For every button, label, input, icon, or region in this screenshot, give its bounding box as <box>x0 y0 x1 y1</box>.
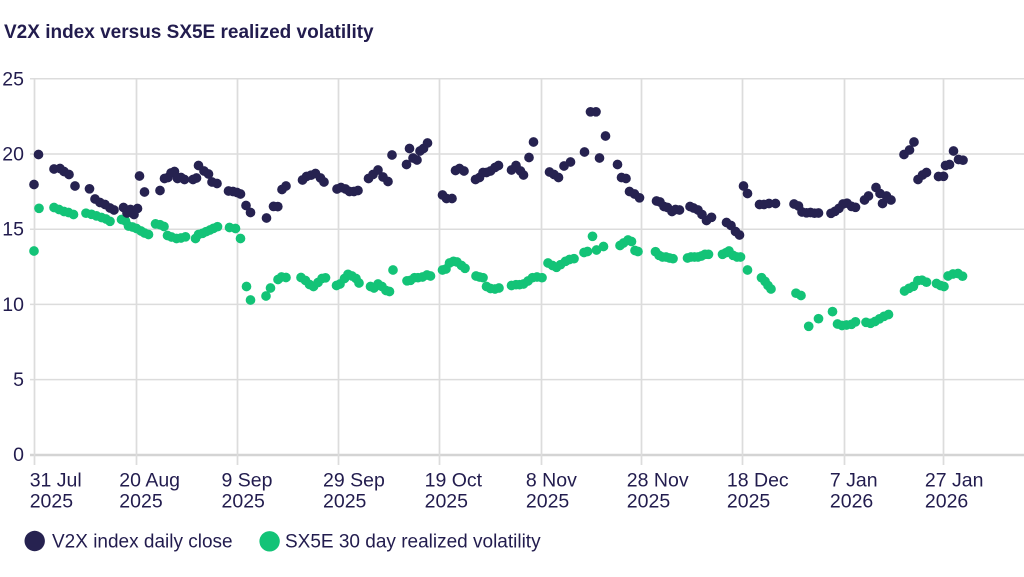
svg-text:2025: 2025 <box>323 491 367 513</box>
svg-text:2025: 2025 <box>727 491 771 513</box>
svg-text:2025: 2025 <box>425 491 469 513</box>
svg-text:10: 10 <box>2 294 24 316</box>
svg-text:2025: 2025 <box>30 491 74 513</box>
svg-text:8 Nov: 8 Nov <box>526 470 577 492</box>
svg-text:20: 20 <box>2 144 24 166</box>
svg-text:28 Nov: 28 Nov <box>627 470 689 492</box>
svg-text:V2X index versus SX5E realized: V2X index versus SX5E realized volatilit… <box>4 22 374 43</box>
svg-text:31 Jul: 31 Jul <box>30 470 82 492</box>
svg-text:25: 25 <box>2 68 24 90</box>
svg-text:SX5E 30 day realized volatilit: SX5E 30 day realized volatility <box>285 532 541 553</box>
svg-text:5: 5 <box>13 369 24 391</box>
svg-text:18 Dec: 18 Dec <box>727 470 789 492</box>
svg-text:20 Aug: 20 Aug <box>119 470 180 492</box>
svg-text:2025: 2025 <box>222 491 266 513</box>
svg-text:V2X index daily close: V2X index daily close <box>52 532 233 553</box>
svg-text:2026: 2026 <box>925 491 968 513</box>
svg-text:2025: 2025 <box>119 491 163 513</box>
svg-text:27 Jan: 27 Jan <box>925 470 984 492</box>
svg-text:0: 0 <box>13 444 24 466</box>
svg-text:9 Sep: 9 Sep <box>222 470 273 492</box>
svg-text:2025: 2025 <box>627 491 671 513</box>
svg-text:7 Jan: 7 Jan <box>830 470 878 492</box>
svg-text:19 Oct: 19 Oct <box>425 470 483 492</box>
svg-text:2026: 2026 <box>830 491 873 513</box>
svg-text:2025: 2025 <box>526 491 570 513</box>
svg-text:15: 15 <box>2 219 24 241</box>
svg-text:29 Sep: 29 Sep <box>323 470 385 492</box>
